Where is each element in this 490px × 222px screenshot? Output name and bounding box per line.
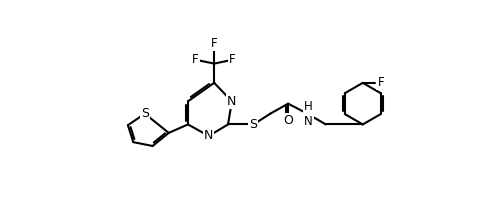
Text: F: F (229, 53, 236, 66)
Text: S: S (249, 118, 257, 131)
Text: S: S (141, 107, 149, 120)
Text: F: F (193, 53, 199, 66)
Text: H
N: H N (304, 100, 313, 128)
Text: F: F (377, 76, 384, 89)
Text: O: O (283, 114, 293, 127)
Text: F: F (211, 37, 218, 50)
Text: N: N (204, 129, 214, 143)
Text: N: N (227, 95, 237, 108)
